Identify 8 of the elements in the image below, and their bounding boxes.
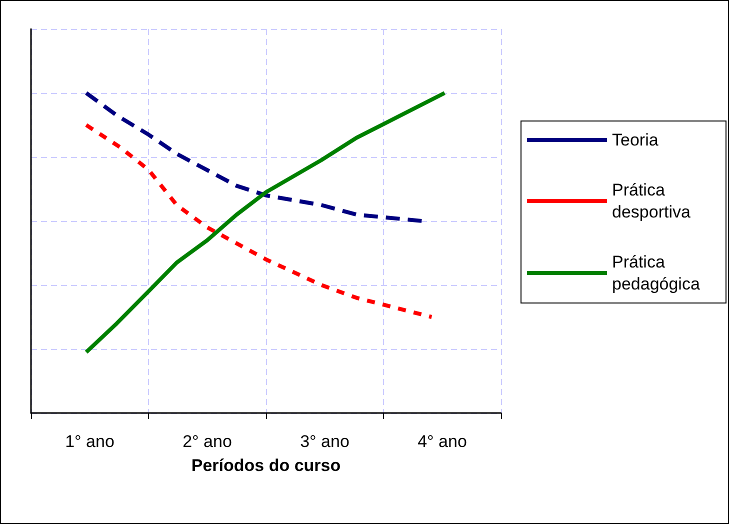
x-tick-label: 2° ano bbox=[182, 432, 232, 451]
x-tick-label: 1° ano bbox=[65, 432, 114, 451]
x-axis-title: Períodos do curso bbox=[191, 456, 341, 475]
x-tick-label: 4° ano bbox=[418, 432, 467, 451]
x-tick-label: 3° ano bbox=[300, 432, 350, 451]
legend-label: Prática pedagógica bbox=[612, 252, 700, 294]
legend-label: Prática desportiva bbox=[612, 180, 691, 222]
legend-label: Teoria bbox=[612, 130, 659, 150]
